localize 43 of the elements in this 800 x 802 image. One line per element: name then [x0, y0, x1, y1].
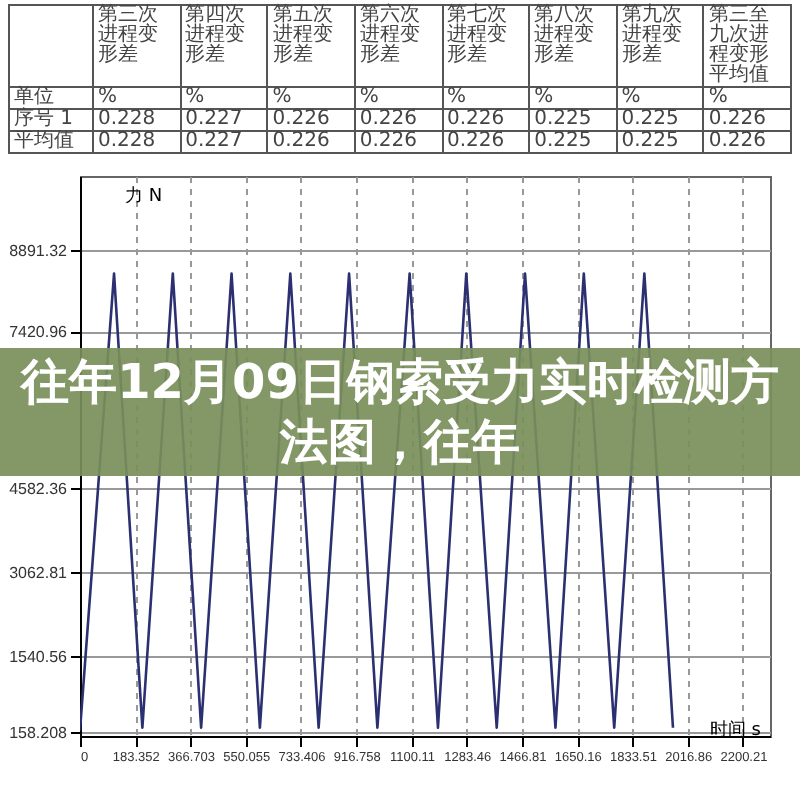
y-tick-label: 7420.96 [9, 323, 69, 342]
text: 0.226 [443, 108, 531, 132]
text: 0.225 [530, 108, 618, 132]
text: 第三次进程变形差 [94, 4, 182, 88]
text: 序号 1 [10, 108, 94, 132]
text: 0.226 [268, 130, 356, 154]
text: 第七次进程变形差 [443, 4, 531, 88]
text: 0.228 [94, 130, 182, 154]
text: % [181, 86, 269, 110]
text: % [355, 86, 443, 110]
text: 第八次进程变形差 [530, 4, 618, 88]
text: 0.225 [617, 108, 705, 132]
text: 第五次进程变形差 [268, 4, 356, 88]
text: 0.225 [617, 130, 705, 154]
text: % [268, 86, 356, 110]
text: % [704, 86, 792, 110]
text: 0.227 [181, 130, 269, 154]
text: % [617, 86, 705, 110]
text: 第四次进程变形差 [181, 4, 269, 88]
text: 0.226 [704, 130, 792, 154]
text: % [443, 86, 531, 110]
text: 第三至九次进程变形平均值 [704, 4, 792, 88]
y-tick-label: 8891.32 [9, 241, 69, 260]
text: 0.226 [268, 108, 356, 132]
y-tick-label: 3062.81 [9, 563, 69, 582]
text: 0.226 [355, 108, 443, 132]
text: 平均值 [10, 130, 94, 154]
text: % [94, 86, 182, 110]
text: 单位 [10, 86, 94, 110]
y-tick-label: 4582.36 [9, 479, 69, 498]
text: 0.226 [355, 130, 443, 154]
text: 往年12月09日钢索受力实时检测方法图，往年 [0, 348, 800, 476]
y-tick-label: 158.208 [9, 723, 69, 742]
text: 第九次进程变形差 [617, 4, 705, 88]
text: 0.228 [94, 108, 182, 132]
y-axis-title: 力 N [125, 185, 163, 207]
text: 0.227 [181, 108, 269, 132]
text: % [530, 86, 618, 110]
text: 第六次进程变形差 [355, 4, 443, 88]
text: 0.226 [704, 108, 792, 132]
y-tick-label: 1540.56 [9, 647, 69, 666]
text: 0.226 [443, 130, 531, 154]
text: 0.225 [530, 130, 618, 154]
